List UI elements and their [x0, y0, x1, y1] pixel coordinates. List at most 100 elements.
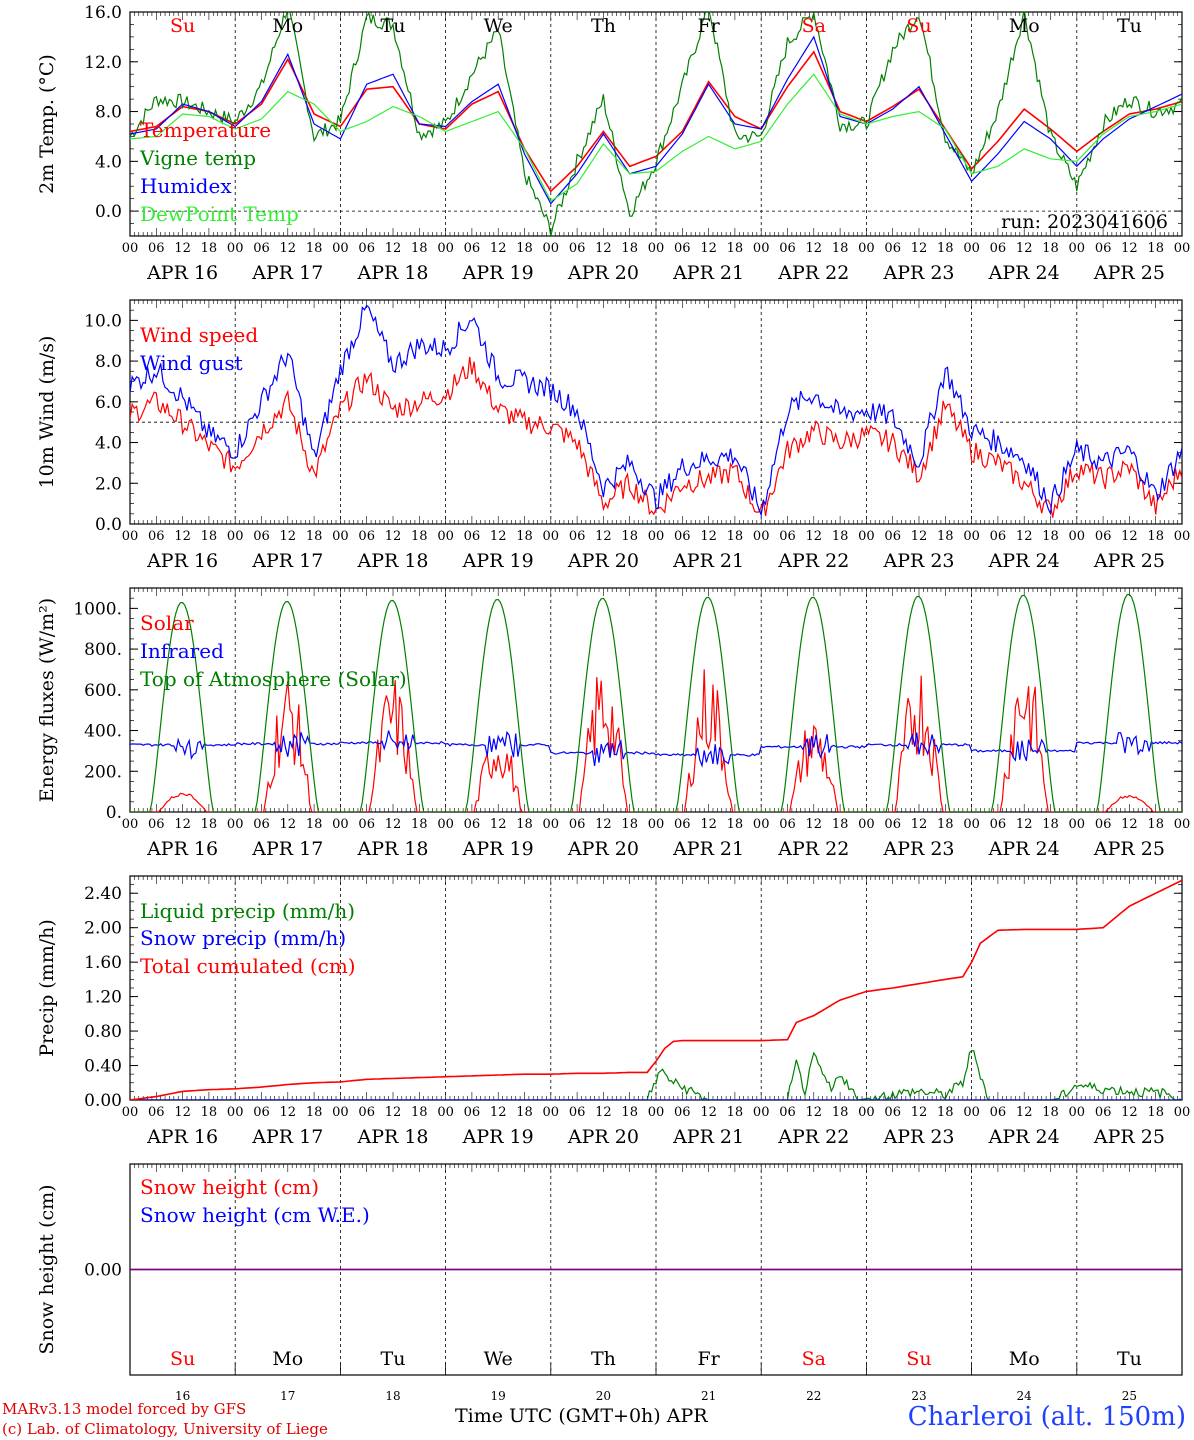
hour-label: 18 [201, 529, 218, 544]
hour-label: 00 [648, 817, 665, 832]
chart-panel-4: 0.00 0.40 0.80 1.20 1.60 2.00 2.40 Precip (mm/h… [36, 875, 1190, 1148]
weekday-label: Sa [802, 15, 826, 37]
hour-label: 00 [753, 241, 770, 256]
plot-area [130, 593, 1182, 812]
hour-label: 18 [832, 529, 849, 544]
day-label: APR 21 [672, 550, 744, 572]
weekday-label: Sa [802, 1348, 826, 1370]
day-label: APR 22 [777, 262, 849, 284]
hour-label: 12 [806, 241, 823, 256]
hour-label: 12 [595, 529, 612, 544]
y-axis-label: Energy fluxes (W/m²) [36, 598, 58, 802]
chart-panel-5: 0.00 Snow height (cm) Snow height (cm) Snow… [36, 1163, 1183, 1403]
day-number-label: 25 [1122, 1389, 1137, 1403]
hour-label: 12 [385, 241, 402, 256]
hour-label: 12 [595, 817, 612, 832]
chart-panel-1: 0.0 4.0 8.0 12.0 16.0 2m Temp. (°C) Temperatur… [36, 3, 1190, 284]
day-label: APR 17 [251, 1126, 323, 1148]
day-number-label: 23 [911, 1389, 926, 1403]
legend-entry: DewPoint Temp [140, 202, 299, 226]
y-tick-label: 0.00 [84, 1261, 122, 1281]
weekday-label: Mo [272, 15, 303, 37]
hour-label: 18 [201, 817, 218, 832]
weekday-label: Mo [1009, 1348, 1040, 1370]
hour-label: 18 [411, 1105, 428, 1120]
hour-label: 06 [779, 1105, 796, 1120]
hour-label: 12 [911, 241, 928, 256]
hour-label: 00 [648, 1105, 665, 1120]
hour-label: 00 [858, 241, 875, 256]
hour-label: 00 [858, 1105, 875, 1120]
y-tick-label: 16.0 [84, 3, 122, 23]
hour-label: 00 [332, 817, 349, 832]
hour-label: 12 [174, 817, 191, 832]
day-number-label: 22 [806, 1389, 821, 1403]
hour-label: 06 [253, 241, 270, 256]
legend-entry: Temperature [140, 118, 271, 142]
hour-label: 12 [806, 817, 823, 832]
day-number-label: 21 [701, 1389, 716, 1403]
day-label: APR 16 [146, 1126, 218, 1148]
day-label: APR 24 [988, 838, 1060, 860]
hour-label: 00 [122, 817, 139, 832]
series-line-dewpoint-temp [130, 73, 1182, 203]
weekday-label: Fr [697, 1348, 720, 1370]
day-label: APR 16 [146, 838, 218, 860]
hour-label: 12 [280, 817, 297, 832]
series-line-total-cumulated-cm [130, 879, 1182, 1100]
hour-label: 00 [963, 1105, 980, 1120]
day-label: APR 25 [1093, 262, 1165, 284]
hour-label: 06 [464, 241, 481, 256]
y-tick-label: 8.0 [95, 352, 122, 372]
hour-label: 00 [648, 529, 665, 544]
y-tick-label: 1000. [73, 599, 122, 619]
day-label: APR 20 [567, 262, 639, 284]
hour-label: 18 [727, 1105, 744, 1120]
hour-label: 06 [569, 817, 586, 832]
day-label: APR 21 [672, 1126, 744, 1148]
series-line-wind-gust [130, 304, 1182, 518]
y-tick-label: 800. [84, 640, 122, 660]
hour-label: 12 [174, 529, 191, 544]
hour-label: 00 [1174, 529, 1191, 544]
hour-label: 00 [753, 1105, 770, 1120]
hour-label: 18 [727, 241, 744, 256]
hour-label: 18 [1042, 817, 1059, 832]
hour-label: 12 [174, 241, 191, 256]
day-label: APR 16 [146, 550, 218, 572]
hour-label: 12 [385, 1105, 402, 1120]
hour-label: 18 [621, 817, 638, 832]
hour-label: 00 [753, 817, 770, 832]
hour-label: 06 [674, 1105, 691, 1120]
hour-label: 18 [516, 241, 533, 256]
hour-label: 12 [490, 1105, 507, 1120]
day-label: APR 24 [988, 1126, 1060, 1148]
y-tick-label: 4.0 [95, 434, 122, 454]
hour-label: 06 [253, 529, 270, 544]
legend-entry: Humidex [140, 174, 232, 198]
plot-area [130, 304, 1182, 518]
hour-label: 12 [700, 529, 717, 544]
hour-label: 18 [621, 529, 638, 544]
hour-label: 00 [227, 817, 244, 832]
day-label: APR 22 [777, 1126, 849, 1148]
hour-label: 18 [1042, 241, 1059, 256]
day-label: APR 22 [777, 838, 849, 860]
hour-label: 12 [700, 241, 717, 256]
hour-label: 00 [1069, 817, 1086, 832]
hour-label: 00 [963, 817, 980, 832]
day-number-label: 16 [175, 1389, 190, 1403]
hour-label: 18 [201, 1105, 218, 1120]
hour-label: 06 [358, 241, 375, 256]
hour-label: 18 [937, 817, 954, 832]
hour-label: 18 [516, 817, 533, 832]
hour-label: 00 [963, 241, 980, 256]
hour-label: 06 [990, 817, 1007, 832]
hour-label: 00 [648, 241, 665, 256]
hour-label: 00 [122, 241, 139, 256]
hour-label: 06 [148, 241, 165, 256]
hour-label: 18 [201, 241, 218, 256]
series-line-humidex [130, 35, 1182, 205]
hour-label: 06 [1095, 1105, 1112, 1120]
weekday-label: Su [906, 1348, 931, 1370]
